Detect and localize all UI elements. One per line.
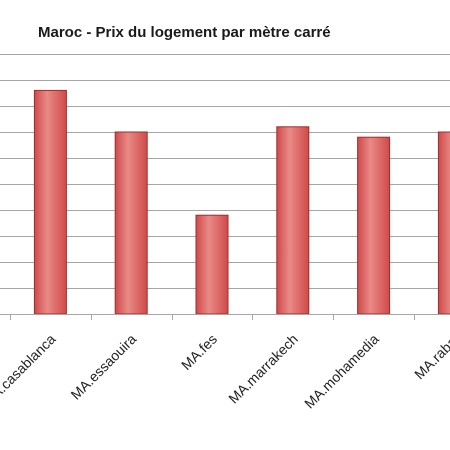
x-tick-label: MA.marrakech xyxy=(225,331,301,407)
chart-title: Maroc - Prix du logement par mètre carré xyxy=(38,24,331,41)
x-tick-labels: MA.casablanca MA.essaouira MA.fes MA.marrak… xyxy=(0,331,450,412)
bar-ma-rabat xyxy=(437,131,450,315)
bar-ma-fes xyxy=(195,214,229,315)
bar-ma-mohamedia xyxy=(357,136,391,315)
bars xyxy=(33,89,450,315)
bar-ma-casablanca xyxy=(33,89,67,315)
x-tick-label: MA.mohamedia xyxy=(301,331,382,412)
x-tick-label: MA.fes xyxy=(178,331,220,373)
bar-ma-marrakech xyxy=(276,126,310,315)
x-tick-label: MA.essaouira xyxy=(67,331,139,403)
x-axis xyxy=(0,314,450,320)
x-tick-label: MA.rabat xyxy=(411,331,450,383)
bar-ma-essaouira xyxy=(114,131,148,315)
x-tick-label: MA.casablanca xyxy=(0,331,59,410)
